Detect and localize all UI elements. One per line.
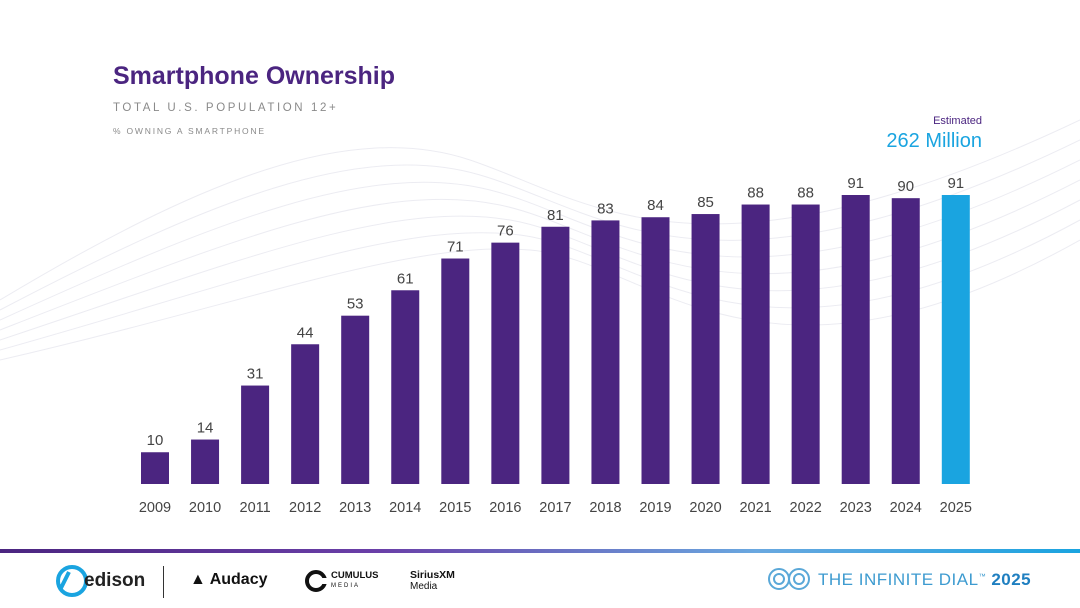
- x-tick-label-2020: 2020: [689, 500, 721, 516]
- x-tick-label-2022: 2022: [790, 500, 822, 516]
- bar-2017: [541, 226, 570, 484]
- infinite-dial-logo: THE INFINITE DIAL™ 2025: [818, 570, 1032, 589]
- cumulus-logo-sub: MEDIA: [331, 583, 361, 589]
- infinite-dial-logo-icon: [768, 568, 810, 590]
- cumulus-logo-text: CUMULUS: [331, 570, 379, 581]
- bar-2011: [241, 385, 270, 484]
- bar-2014: [391, 290, 420, 484]
- bar-2024: [891, 198, 920, 484]
- bar-2022: [791, 204, 820, 484]
- bar-2012: [291, 344, 320, 484]
- data-label-2018: 83: [597, 200, 614, 217]
- data-label-2019: 84: [647, 197, 664, 214]
- data-label-2025: 91: [947, 175, 964, 192]
- chart-title: Smartphone Ownership: [113, 62, 395, 91]
- chart-subtitle: TOTAL U.S. POPULATION 12+: [113, 102, 339, 114]
- data-label-2013: 53: [347, 296, 364, 313]
- data-label-2010: 14: [197, 420, 214, 437]
- bar-2020: [691, 214, 720, 485]
- chart-title-rest: Ownership: [265, 62, 395, 90]
- data-label-2009: 10: [147, 432, 164, 449]
- bar-2013: [341, 315, 370, 484]
- data-label-2016: 76: [497, 223, 514, 240]
- edison-logo-icon: [56, 565, 88, 597]
- estimate-value: 262 Million: [886, 130, 982, 152]
- x-tick-label-2013: 2013: [339, 500, 371, 516]
- siriusxm-logo: SiriusXM Media: [410, 569, 455, 593]
- x-tick-label-2009: 2009: [139, 500, 171, 516]
- bar-2016: [491, 242, 520, 484]
- footer-divider: [0, 549, 1080, 553]
- edison-logo: edison: [84, 570, 146, 591]
- bar-2019: [641, 217, 670, 484]
- infinite-dial-text: THE INFINITE DIAL: [818, 570, 979, 589]
- data-label-2012: 44: [297, 324, 314, 341]
- bar-2009: [141, 452, 169, 484]
- x-tick-label-2024: 2024: [890, 500, 922, 516]
- x-tick-label-2012: 2012: [289, 500, 321, 516]
- data-label-2014: 61: [397, 270, 414, 287]
- bar-2023: [841, 195, 870, 484]
- x-tick-label-2014: 2014: [389, 500, 421, 516]
- x-tick-label-2025: 2025: [940, 500, 972, 516]
- cumulus-logo-icon: [305, 570, 327, 592]
- x-tick-label-2015: 2015: [439, 500, 471, 516]
- x-tick-label-2018: 2018: [589, 500, 621, 516]
- footer-logo-separator: [163, 566, 164, 598]
- siriusxm-logo-sub: Media: [410, 581, 438, 592]
- data-label-2023: 91: [847, 175, 864, 192]
- cumulus-logo: CUMULUS MEDIA: [331, 571, 379, 591]
- estimate-label: Estimated: [933, 115, 982, 127]
- x-tick-label-2017: 2017: [539, 500, 571, 516]
- bar-2025: [941, 195, 970, 484]
- data-label-2020: 85: [697, 194, 714, 211]
- data-label-2024: 90: [897, 178, 914, 195]
- data-label-2015: 71: [447, 239, 464, 256]
- x-tick-label-2021: 2021: [739, 500, 771, 516]
- bar-2018: [591, 220, 620, 484]
- x-tick-label-2011: 2011: [240, 500, 271, 516]
- infinite-dial-year: 2025: [991, 570, 1032, 589]
- x-tick-label-2019: 2019: [639, 500, 671, 516]
- data-label-2011: 31: [247, 366, 264, 383]
- bar-2021: [741, 204, 770, 484]
- bar-2015: [441, 258, 470, 484]
- x-tick-label-2016: 2016: [489, 500, 521, 516]
- x-tick-label-2023: 2023: [840, 500, 872, 516]
- bar-2010: [191, 439, 220, 484]
- data-label-2022: 88: [797, 185, 814, 202]
- data-label-2021: 88: [747, 185, 764, 202]
- x-tick-label-2010: 2010: [189, 500, 221, 516]
- chart-title-bold: Smartphone: [113, 62, 259, 90]
- siriusxm-logo-text: SiriusXM: [410, 569, 455, 581]
- chart-measure-label: % OWNING A SMARTPHONE: [113, 126, 266, 136]
- audacy-logo-text: Audacy: [209, 571, 268, 588]
- audacy-logo: ▲ Audacy: [190, 571, 268, 588]
- data-label-2017: 81: [547, 207, 564, 224]
